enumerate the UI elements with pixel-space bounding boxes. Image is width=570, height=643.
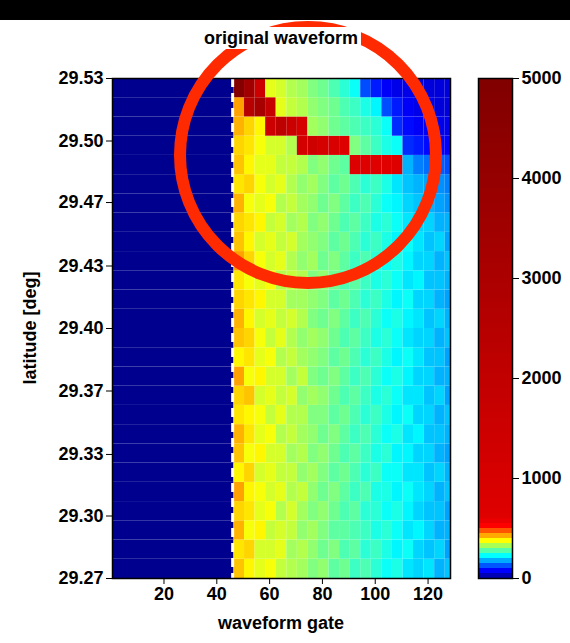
html-text:original waveform: original waveform <box>204 28 358 48</box>
svg-text:100: 100 <box>360 584 390 604</box>
svg-text:80: 80 <box>312 584 332 604</box>
svg-text:2000: 2000 <box>522 368 562 388</box>
svg-text:120: 120 <box>413 584 443 604</box>
svg-text:3000: 3000 <box>522 268 562 288</box>
svg-text:60: 60 <box>260 584 280 604</box>
svg-text:20: 20 <box>154 584 174 604</box>
svg-text:29.33: 29.33 <box>58 444 103 464</box>
svg-text:29.40: 29.40 <box>58 318 103 338</box>
svg-text:29.50: 29.50 <box>58 131 103 151</box>
svg-text:0: 0 <box>522 568 532 588</box>
svg-text:1000: 1000 <box>522 468 562 488</box>
svg-text:4000: 4000 <box>522 168 562 188</box>
svg-text:29.53: 29.53 <box>58 68 103 88</box>
svg-text:29.47: 29.47 <box>58 192 103 212</box>
svg-text:40: 40 <box>207 584 227 604</box>
svg-text:29.27: 29.27 <box>58 568 103 588</box>
svg-text:5000: 5000 <box>522 68 562 88</box>
html-text:latitude [deg]: latitude [deg] <box>20 271 40 385</box>
svg-text:29.43: 29.43 <box>58 256 103 276</box>
svg-text:29.30: 29.30 <box>58 506 103 526</box>
html-text:waveform gate: waveform gate <box>218 613 344 633</box>
svg-text:29.37: 29.37 <box>58 381 103 401</box>
